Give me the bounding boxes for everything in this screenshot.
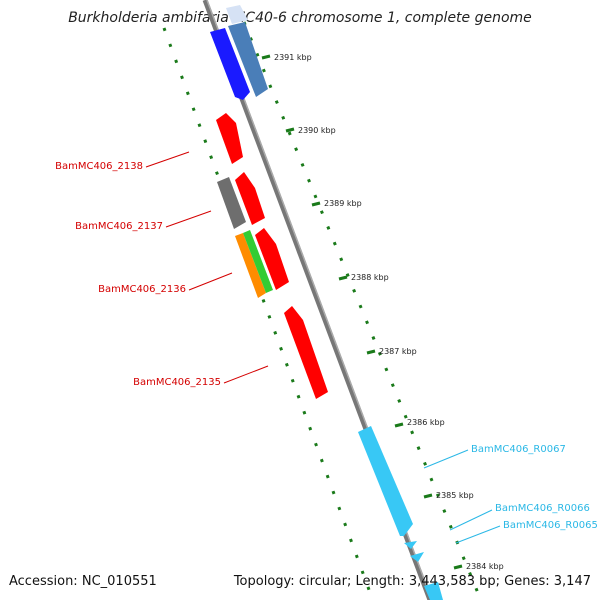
- tick-mark: [394, 422, 404, 428]
- gene-bammc406-r0065[interactable]: [410, 552, 424, 562]
- leader-line: [449, 509, 493, 531]
- tick-label: 2388 kbp: [351, 273, 389, 282]
- tick-marks: [261, 54, 463, 570]
- gene-label-bammc406-2137[interactable]: BamMC406_2137: [75, 221, 163, 232]
- tick-mark: [285, 127, 295, 133]
- gene-orange[interactable]: [235, 233, 266, 298]
- tick-label: 2391 kbp: [274, 53, 312, 62]
- leader-line: [165, 210, 212, 228]
- separator: ;: [495, 574, 505, 589]
- tick-label: 2384 kbp: [466, 562, 504, 571]
- gene-bammc406-2137[interactable]: [235, 172, 265, 225]
- leader-line: [188, 272, 233, 291]
- leader-line: [145, 151, 190, 168]
- gene-label-bammc406-r0065[interactable]: BamMC406_R0065: [503, 520, 598, 531]
- tick-mark: [338, 275, 348, 281]
- gene-blue-top[interactable]: [210, 28, 250, 100]
- topology-value: circular: [298, 574, 347, 589]
- gene-cyan-bottom[interactable]: [424, 582, 443, 600]
- genes-value: 3,147: [553, 574, 591, 589]
- map-title: Burkholderia ambifaria MC40-6 chromosome…: [68, 10, 532, 26]
- gene-label-bammc406-2135[interactable]: BamMC406_2135: [133, 377, 221, 388]
- gene-bammc406-r0066[interactable]: [404, 541, 417, 549]
- gene-lightblue-top[interactable]: [226, 5, 248, 24]
- gene-steelblue-top[interactable]: [228, 22, 268, 97]
- tick-mark: [453, 564, 463, 570]
- accession-label: Accession:: [9, 574, 78, 589]
- gene-label-bammc406-r0067[interactable]: BamMC406_R0067: [471, 444, 566, 455]
- leader-line: [455, 525, 501, 544]
- accession-value: NC_010551: [81, 574, 157, 589]
- tick-mark: [311, 201, 321, 207]
- inner-dotted-track: [242, 21, 482, 599]
- genome-stats: Topology: circular; Length: 3,443,583 bp…: [234, 574, 591, 589]
- gene-green[interactable]: [243, 230, 273, 293]
- gene-bammc406-r0067[interactable]: [358, 426, 413, 536]
- gene-gray[interactable]: [217, 177, 246, 229]
- length-label: Length:: [355, 574, 405, 589]
- gene-bammc406-2136[interactable]: [255, 228, 289, 290]
- leader-line: [423, 449, 469, 469]
- tick-label: 2386 kbp: [407, 418, 445, 427]
- separator: ;: [346, 574, 356, 589]
- tick-label: 2389 kbp: [324, 199, 362, 208]
- genes-label: Genes:: [504, 574, 550, 589]
- accession-info: Accession: NC_010551: [9, 574, 157, 589]
- gene-label-bammc406-2136[interactable]: BamMC406_2136: [98, 284, 186, 295]
- tick-mark: [423, 493, 433, 499]
- tick-label: 2387 kbp: [379, 347, 417, 356]
- tick-mark: [261, 54, 271, 60]
- outer-dotted-track: [162, 27, 374, 599]
- tick-label: 2390 kbp: [298, 126, 336, 135]
- topology-label: Topology:: [233, 574, 295, 589]
- leader-line: [223, 365, 269, 384]
- gene-label-bammc406-r0066[interactable]: BamMC406_R0066: [495, 503, 590, 514]
- gene-label-bammc406-2138[interactable]: BamMC406_2138: [55, 161, 143, 172]
- tick-label: 2385 kbp: [436, 491, 474, 500]
- gene-bammc406-2138[interactable]: [216, 113, 243, 164]
- gene-bammc406-2135[interactable]: [284, 306, 328, 399]
- length-value: 3,443,583 bp: [408, 574, 496, 589]
- tick-mark: [366, 349, 376, 355]
